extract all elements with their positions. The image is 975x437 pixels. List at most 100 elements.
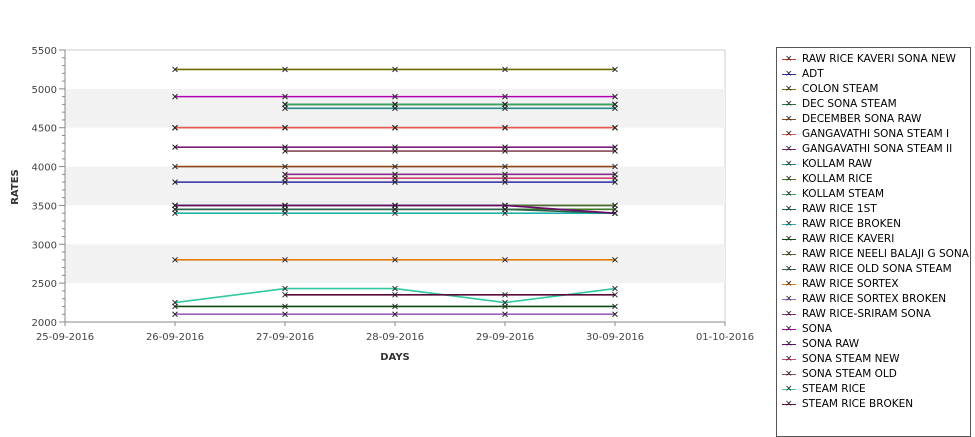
legend-item: × STEAM RICE BROKEN — [777, 398, 970, 411]
data-point — [612, 66, 618, 73]
legend-item: × SONA STEAM NEW — [777, 353, 970, 366]
data-point — [392, 93, 398, 100]
legend-item: × RAW RICE NEELI BALAJI G SONA — [777, 248, 970, 261]
data-point — [282, 93, 288, 100]
data-point — [282, 311, 288, 318]
legend-swatch: × — [782, 369, 796, 379]
data-point — [612, 101, 618, 108]
legend-label: DECEMBER SONA RAW — [802, 113, 922, 125]
legend-item: × RAW RICE 1ST — [777, 203, 970, 216]
data-point — [392, 124, 398, 131]
data-point — [502, 299, 508, 306]
y-tick-label: 3000 — [32, 240, 57, 251]
data-point — [282, 175, 288, 182]
y-tick-label: 3500 — [32, 201, 57, 212]
data-point — [282, 202, 288, 209]
legend-item: × GANGAVATHI SONA STEAM I — [777, 128, 970, 141]
legend-swatch: × — [782, 234, 796, 244]
data-point — [392, 311, 398, 318]
data-point — [392, 101, 398, 108]
data-point — [612, 303, 618, 310]
x-tick-label: 27-09-2016 — [256, 332, 314, 343]
legend-swatch: × — [782, 219, 796, 229]
legend-swatch: × — [782, 204, 796, 214]
y-tick-label: 5000 — [32, 85, 57, 96]
legend-item: × RAW RICE-SRIRAM SONA — [777, 308, 970, 321]
data-point — [282, 66, 288, 73]
data-point — [392, 256, 398, 263]
data-point — [172, 311, 178, 318]
legend-item: × RAW RICE KAVERI — [777, 233, 970, 246]
legend-label: SONA RAW — [802, 338, 860, 350]
legend-swatch: × — [782, 99, 796, 109]
legend-label: RAW RICE KAVERI SONA NEW — [802, 53, 956, 65]
legend-item: × SONA RAW — [777, 338, 970, 351]
x-axis-label: DAYS — [380, 352, 410, 363]
data-point — [612, 311, 618, 318]
data-point — [282, 124, 288, 131]
legend-label: COLON STEAM — [802, 83, 879, 95]
legend-swatch: × — [782, 249, 796, 259]
legend-label: STEAM RICE — [802, 383, 866, 395]
data-point — [282, 291, 288, 298]
data-point — [502, 311, 508, 318]
legend-label: KOLLAM RAW — [802, 158, 872, 170]
data-point — [612, 291, 618, 298]
legend-item: × DEC SONA STEAM — [777, 98, 970, 111]
legend-item: × GANGAVATHI SONA STEAM II — [777, 143, 970, 156]
legend-item: × RAW RICE OLD SONA STEAM — [777, 263, 970, 276]
legend-swatch: × — [782, 54, 796, 64]
data-point — [502, 66, 508, 73]
legend-swatch: × — [782, 339, 796, 349]
data-point — [282, 148, 288, 154]
legend-label: RAW RICE 1ST — [802, 203, 877, 215]
data-point — [502, 256, 508, 263]
data-point — [172, 163, 178, 170]
data-point — [612, 285, 618, 292]
data-point — [172, 144, 178, 150]
legend-swatch: × — [782, 129, 796, 139]
x-tick-label: 25-09-2016 — [36, 332, 94, 343]
data-point — [612, 210, 618, 217]
legend-swatch: × — [782, 189, 796, 199]
legend-label: STEAM RICE BROKEN — [802, 398, 914, 410]
data-point — [282, 285, 288, 292]
legend-item: × ADT — [777, 68, 970, 81]
legend-item: × RAW RICE SORTEX — [777, 278, 970, 291]
data-point — [392, 291, 398, 298]
data-point — [502, 163, 508, 170]
legend-item: × SONA — [777, 323, 970, 336]
data-point — [392, 303, 398, 310]
data-point — [392, 202, 398, 209]
data-point — [392, 285, 398, 292]
legend-label: SONA STEAM OLD — [802, 368, 897, 380]
data-point — [282, 163, 288, 170]
x-tick-label: 28-09-2016 — [366, 332, 424, 343]
legend-swatch: × — [782, 114, 796, 124]
grid-band — [65, 166, 725, 206]
legend-label: RAW RICE KAVERI — [802, 233, 895, 245]
legend-label: KOLLAM STEAM — [802, 188, 885, 200]
data-point — [172, 202, 178, 209]
legend-swatch: × — [782, 384, 796, 394]
data-point — [282, 101, 288, 108]
legend-label: RAW RICE NEELI BALAJI G SONA — [802, 248, 969, 260]
data-point — [392, 163, 398, 170]
legend-swatch: × — [782, 309, 796, 319]
data-point — [392, 175, 398, 182]
y-tick-label: 4500 — [32, 124, 57, 135]
legend-item: × STEAM RICE — [777, 383, 970, 396]
legend-label: SONA STEAM NEW — [802, 353, 900, 365]
data-point — [612, 148, 618, 154]
legend-label: KOLLAM RICE — [802, 173, 873, 185]
legend-label: RAW RICE SORTEX — [802, 278, 899, 290]
legend-label: DEC SONA STEAM — [802, 98, 897, 110]
data-point — [502, 291, 508, 298]
legend-swatch: × — [782, 69, 796, 79]
data-point — [502, 175, 508, 182]
chart-legend: × RAW RICE KAVERI SONA NEW × ADT × COLON STE… — [776, 47, 971, 437]
y-axis-label: RATES — [10, 169, 21, 205]
data-point — [612, 163, 618, 170]
legend-label: RAW RICE SORTEX BROKEN — [802, 293, 947, 305]
